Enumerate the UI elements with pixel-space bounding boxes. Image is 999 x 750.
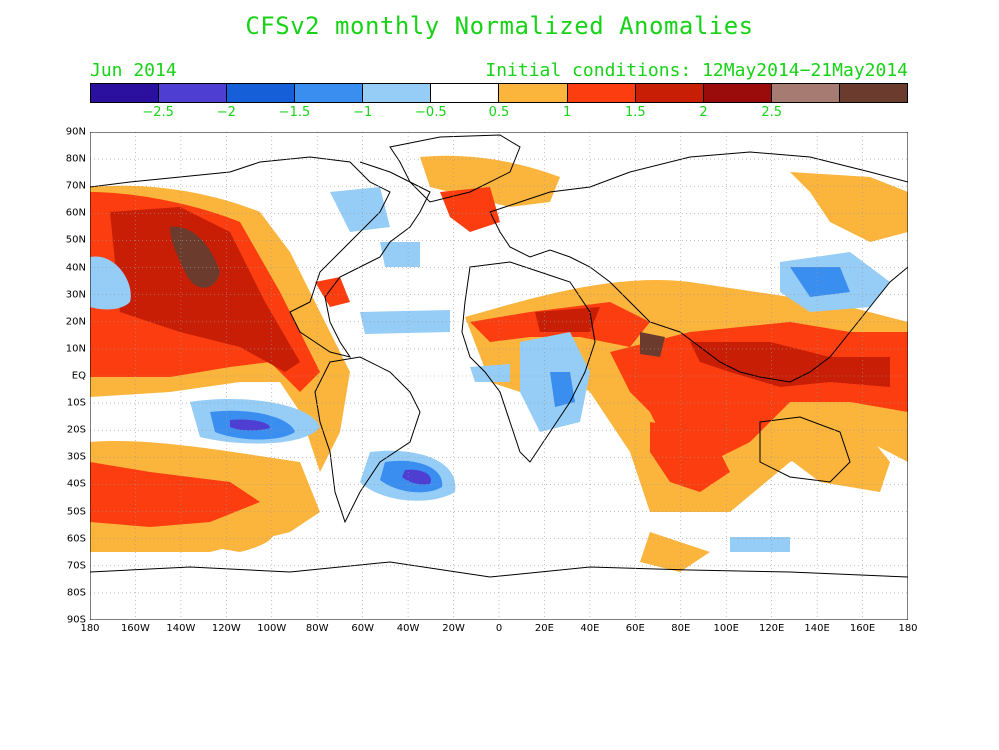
latitude-label: 10S: [66, 397, 86, 409]
colorbar-swatch: [227, 84, 296, 102]
colorbar-tick-label: 0.5: [488, 105, 510, 120]
longitude-label: 80E: [671, 623, 691, 634]
longitude-label: 120E: [758, 623, 785, 634]
initial-conditions: Initial conditions: 12May2014−21May2014: [485, 60, 908, 81]
latitude-label: 90N: [65, 126, 86, 138]
latitude-label: 30S: [66, 451, 86, 463]
colorbar-swatch: [839, 84, 907, 102]
latitude-label: 80N: [65, 153, 86, 165]
colorbar-swatch: [295, 84, 364, 102]
longitude-label: 100W: [257, 623, 287, 634]
latitude-label: 50N: [65, 234, 86, 246]
longitude-label: 180: [80, 623, 100, 634]
colorbar-swatch: [91, 84, 160, 102]
colorbar-tick-label: −2: [216, 105, 236, 120]
latitude-label: 50S: [66, 506, 86, 518]
colorbar-tick-label: 2: [699, 105, 708, 120]
longitude-label: 20E: [534, 623, 554, 634]
colorbar-tick-label: 2.5: [761, 105, 782, 120]
latitude-label: 60N: [65, 207, 86, 219]
latitude-label: 80S: [66, 587, 86, 599]
latitude-label: 40S: [66, 478, 86, 490]
longitude-label: 160E: [849, 623, 876, 634]
colorbar-swatch: [499, 84, 568, 102]
anomaly-brown-regions: [170, 226, 665, 357]
colorbar-tick-label: −2.5: [142, 105, 174, 120]
colorbar-tick-label: 1: [563, 105, 572, 120]
longitude-label: 60E: [625, 623, 645, 634]
longitude-label: 180: [898, 623, 918, 634]
longitude-label: 80W: [305, 623, 329, 634]
latitude-label: 20S: [66, 424, 86, 436]
latitude-label: 40N: [65, 262, 86, 274]
anomaly-map: [90, 132, 908, 620]
latitude-label: 10N: [65, 343, 86, 355]
latitude-label: EQ: [71, 370, 86, 382]
latitude-label: 70N: [65, 180, 86, 192]
colorbar-tick-label: 1.5: [624, 105, 646, 120]
latitude-label: 20N: [65, 316, 86, 328]
colorbar-swatch: [159, 84, 228, 102]
longitude-label: 40W: [396, 623, 420, 634]
latitude-label: 30N: [65, 289, 86, 301]
colorbar-swatch: [567, 84, 636, 102]
latitude-label: 70S: [66, 560, 86, 572]
latitude-label: 60S: [66, 533, 86, 545]
colorbar: [90, 83, 908, 103]
colorbar-tick-label: −1: [353, 105, 373, 120]
latitude-label: 90S: [66, 614, 86, 626]
colorbar-tick-label: −1.5: [278, 105, 311, 120]
coastlines: [90, 134, 908, 578]
colorbar-tick-label: −0.5: [415, 105, 447, 120]
anomaly-darkblue-regions: [230, 419, 431, 485]
longitude-label: 100E: [713, 623, 739, 634]
colorbar-swatch: [703, 84, 772, 102]
longitude-label: 160W: [120, 623, 150, 634]
colorbar-swatch: [771, 84, 840, 102]
anomaly-darkred-regions: [110, 207, 890, 387]
longitude-label: 120W: [211, 623, 241, 634]
longitude-label: 140E: [804, 623, 830, 634]
forecast-month: Jun 2014: [90, 60, 177, 81]
colorbar-swatch: [635, 84, 704, 102]
longitude-label: 20W: [442, 623, 465, 634]
longitude-label: 140W: [166, 623, 196, 634]
colorbar-swatch: [431, 84, 500, 102]
longitude-label: 0: [495, 623, 503, 634]
colorbar-swatch: [363, 84, 432, 102]
longitude-label: 60W: [351, 623, 374, 634]
map-title: CFSv2 monthly Normalized Anomalies: [245, 12, 754, 40]
longitude-label: 40E: [580, 623, 600, 634]
graticule: [90, 132, 908, 620]
